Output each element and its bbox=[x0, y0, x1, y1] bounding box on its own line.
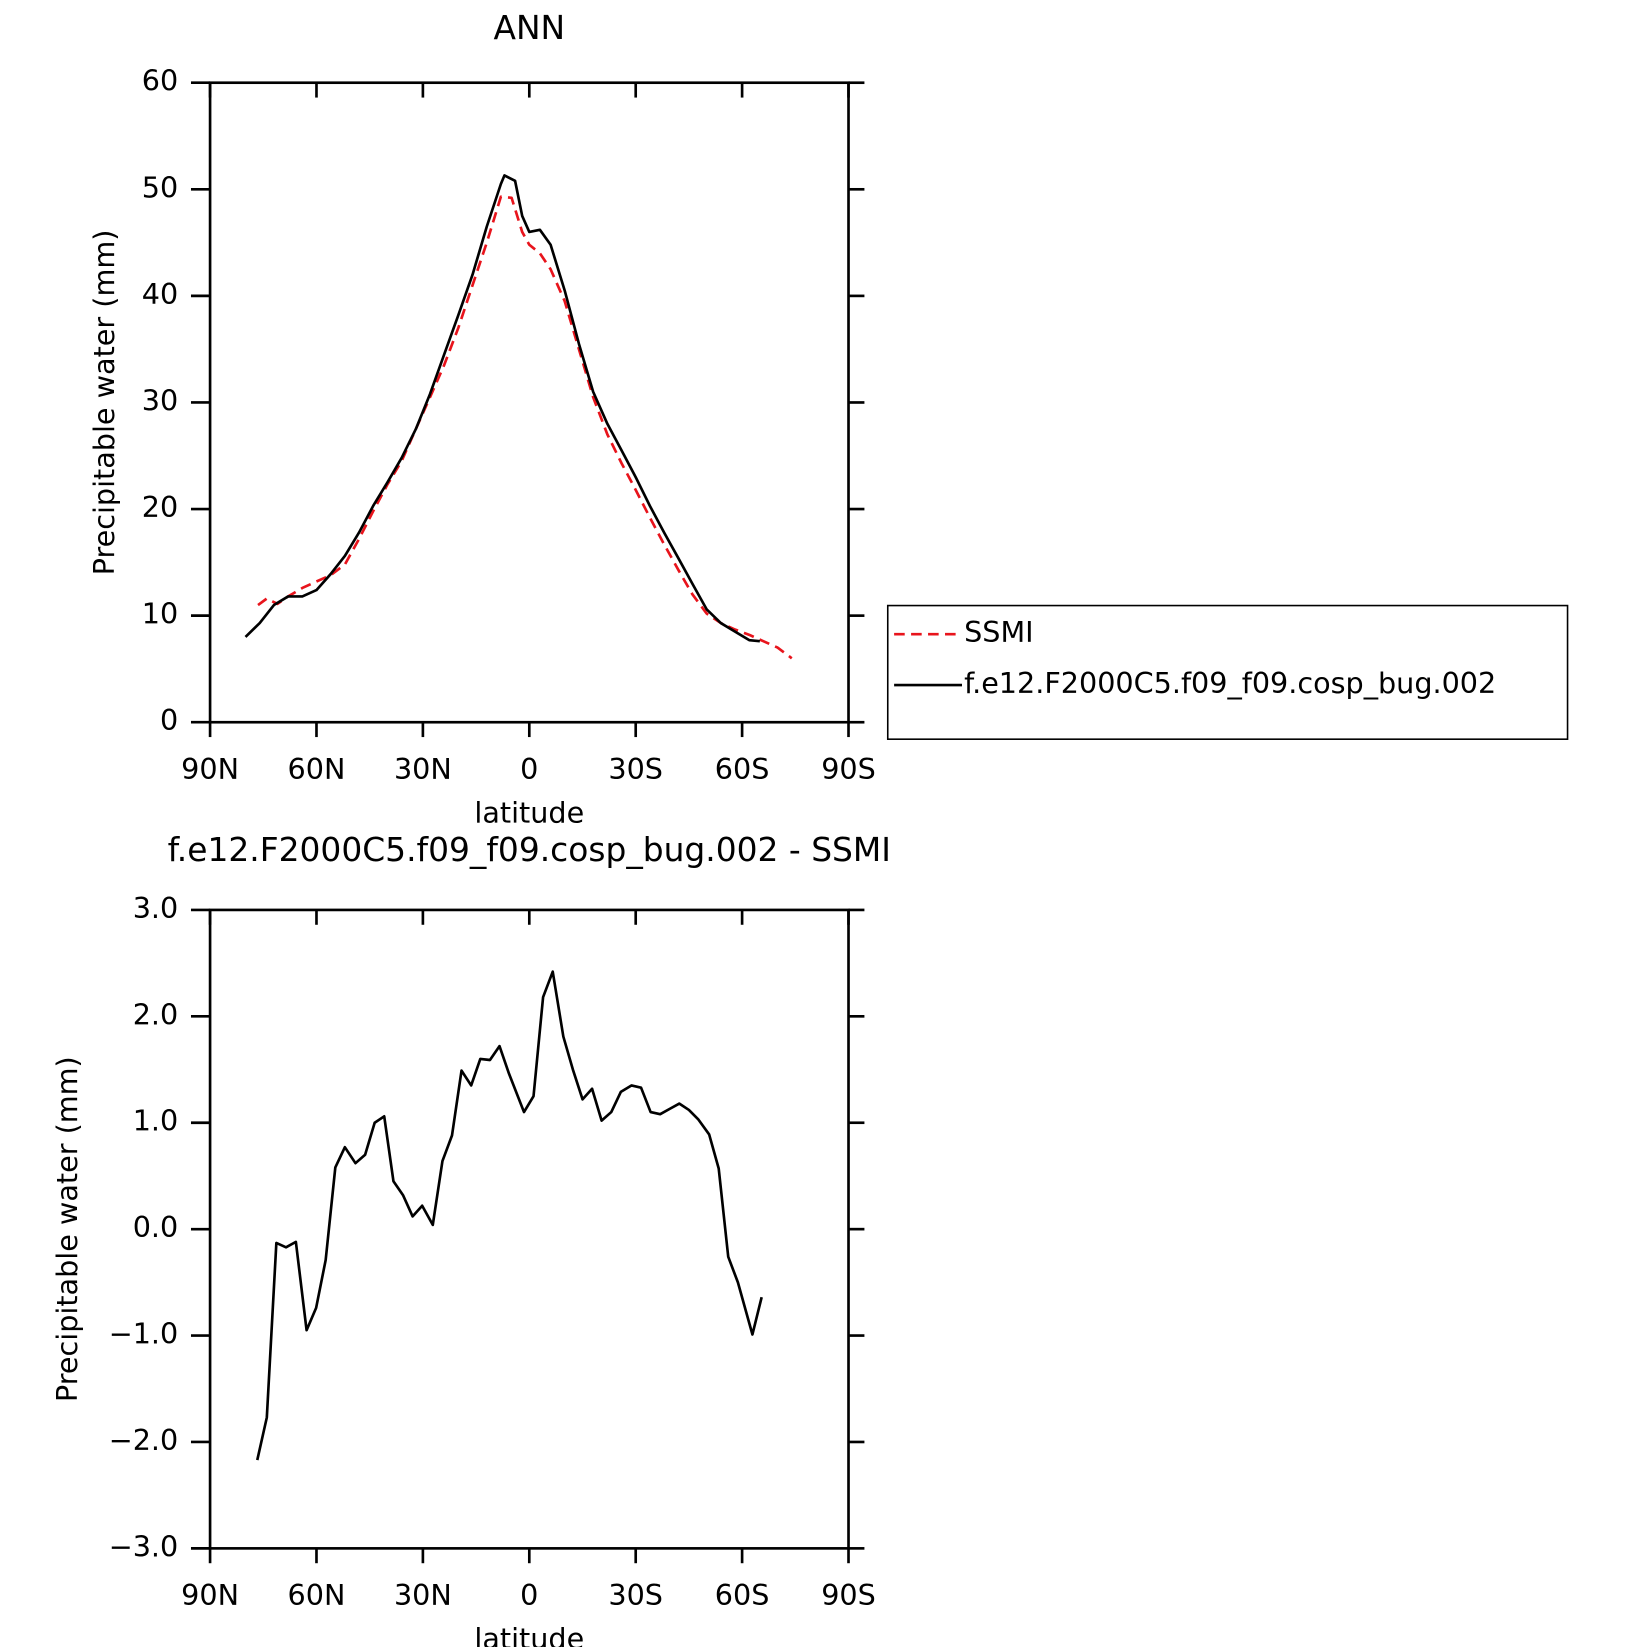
y-tick-label: −1.0 bbox=[109, 1317, 179, 1351]
legend-box bbox=[886, 604, 1569, 740]
y-tick-label: 3.0 bbox=[133, 891, 179, 925]
x-tick-label: 90N bbox=[181, 1578, 239, 1612]
y-tick-label: 0 bbox=[160, 703, 178, 737]
y-tick-label: −3.0 bbox=[109, 1529, 179, 1563]
y-tick-label: 30 bbox=[142, 383, 178, 417]
x-tick-label: 0 bbox=[520, 1578, 538, 1612]
y-tick-label: 10 bbox=[142, 597, 178, 631]
x-tick-label: 30N bbox=[394, 1578, 452, 1612]
x-tick-label: 60S bbox=[715, 1578, 770, 1612]
y-axis-label: Precipitable water (mm) bbox=[87, 230, 121, 576]
y-tick-label: 2.0 bbox=[133, 997, 179, 1031]
x-tick-label: 90S bbox=[821, 1578, 876, 1612]
y-tick-label: 40 bbox=[142, 277, 178, 311]
x-tick-label: 30S bbox=[608, 752, 663, 786]
x-tick-label: 90N bbox=[181, 752, 239, 786]
legend: SSMI f.e12.F2000C5.f09_f09.cosp_bug.002 bbox=[886, 604, 1569, 740]
x-tick-label: 60N bbox=[288, 752, 346, 786]
x-tick-label: 60S bbox=[715, 752, 770, 786]
x-axis-label: latitude bbox=[474, 795, 584, 829]
x-axis-label: latitude bbox=[474, 1622, 584, 1647]
y-tick-label: 20 bbox=[142, 490, 178, 524]
series-line bbox=[257, 195, 793, 660]
x-tick-label: 30N bbox=[394, 752, 452, 786]
y-tick-label: 1.0 bbox=[133, 1104, 179, 1138]
series-line bbox=[244, 174, 760, 643]
series-line bbox=[255, 970, 763, 1461]
y-axis-label: Precipitable water (mm) bbox=[50, 1056, 84, 1402]
legend-label: SSMI bbox=[964, 615, 1033, 649]
x-tick-label: 30S bbox=[608, 1578, 663, 1612]
y-tick-label: 50 bbox=[142, 170, 178, 204]
plot-frame bbox=[208, 81, 850, 724]
y-tick-label: 0.0 bbox=[133, 1210, 179, 1244]
y-tick-label: −2.0 bbox=[109, 1423, 179, 1457]
chart-title: ANN bbox=[493, 8, 565, 47]
chart-title: f.e12.F2000C5.f09_f09.cosp_bug.002 - SSM… bbox=[168, 830, 891, 869]
x-tick-label: 90S bbox=[821, 752, 876, 786]
legend-label: f.e12.F2000C5.f09_f09.cosp_bug.002 bbox=[964, 666, 1496, 700]
x-tick-label: 60N bbox=[288, 1578, 346, 1612]
x-tick-label: 0 bbox=[520, 752, 538, 786]
y-tick-label: 60 bbox=[142, 64, 178, 98]
plot-frame bbox=[208, 908, 850, 1550]
